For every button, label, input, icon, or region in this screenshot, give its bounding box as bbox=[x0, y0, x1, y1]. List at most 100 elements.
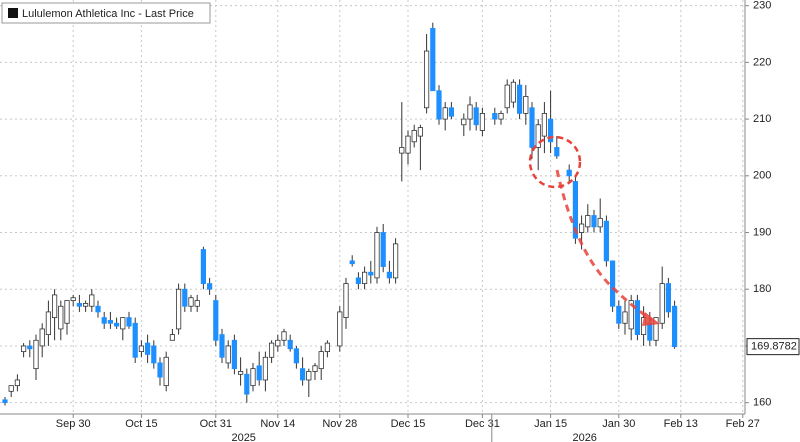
plot bbox=[0, 0, 745, 414]
candle-body bbox=[206, 283, 213, 290]
x-tick-label: Nov 14 bbox=[260, 418, 295, 430]
candle-body bbox=[628, 300, 634, 330]
candle-body bbox=[591, 215, 597, 228]
candle-body bbox=[20, 345, 27, 353]
annotation-arrowhead bbox=[642, 312, 660, 326]
candle-body bbox=[138, 345, 144, 353]
candle-body bbox=[392, 243, 399, 279]
candle-body bbox=[95, 305, 101, 313]
candle-body bbox=[548, 118, 554, 143]
candle-body bbox=[107, 320, 113, 324]
candle-body bbox=[616, 305, 622, 324]
candle-body bbox=[579, 223, 585, 233]
candle-body bbox=[355, 277, 362, 284]
candle-body bbox=[622, 311, 628, 324]
candle-body bbox=[64, 300, 70, 324]
candle-body bbox=[163, 356, 169, 387]
candle-body bbox=[430, 27, 436, 92]
candle-body bbox=[585, 215, 591, 228]
candle-body bbox=[262, 356, 269, 381]
chart-title: Lululemon Athletica Inc - Last Price bbox=[22, 8, 194, 20]
candle-body bbox=[647, 322, 653, 341]
candle-body bbox=[423, 50, 430, 109]
candle-body bbox=[244, 373, 250, 395]
candle-body bbox=[448, 107, 455, 117]
y-tick-label: 180 bbox=[753, 283, 771, 295]
candle-body bbox=[182, 288, 188, 307]
x-tick-label: Sep 30 bbox=[56, 418, 91, 430]
candle-body bbox=[52, 294, 58, 318]
candle-body bbox=[517, 84, 523, 114]
candle-body bbox=[504, 84, 510, 109]
candle-body bbox=[293, 348, 300, 364]
candle-body bbox=[45, 311, 52, 336]
y-tick-label: 200 bbox=[753, 170, 771, 182]
candle-body bbox=[169, 334, 175, 341]
year-label: 2026 bbox=[572, 432, 596, 442]
candle-body bbox=[312, 365, 318, 372]
candle-body bbox=[566, 169, 572, 177]
candle-body bbox=[380, 232, 386, 267]
candle-body bbox=[225, 345, 231, 364]
x-tick-label: Dec 31 bbox=[465, 418, 500, 430]
last-price-label: 169.8782 bbox=[751, 341, 797, 353]
candle-body bbox=[492, 113, 498, 120]
candle-body bbox=[268, 342, 275, 358]
candle-body bbox=[479, 113, 486, 131]
candle-body bbox=[101, 317, 107, 324]
candle-body bbox=[603, 220, 610, 262]
candle-body bbox=[256, 365, 262, 381]
candle-body bbox=[281, 331, 287, 341]
candle-body bbox=[554, 147, 560, 157]
candle-body bbox=[76, 303, 82, 307]
candle-body bbox=[641, 317, 647, 336]
candle-body bbox=[572, 181, 579, 239]
annotation bbox=[528, 135, 660, 326]
candle-body bbox=[535, 124, 541, 148]
candle-body bbox=[510, 81, 517, 103]
candle-body bbox=[194, 300, 200, 307]
candle-body bbox=[597, 217, 603, 228]
candle-body bbox=[442, 107, 448, 120]
candle-body bbox=[349, 260, 355, 265]
year-label: 2025 bbox=[231, 432, 255, 442]
candle-body bbox=[461, 118, 467, 126]
candle-body bbox=[151, 345, 157, 364]
x-tick-label: Jan 15 bbox=[534, 418, 567, 430]
y-tick-label: 220 bbox=[753, 56, 771, 68]
candle-body bbox=[188, 297, 194, 307]
candle-body bbox=[8, 385, 14, 392]
x-tick-label: Oct 15 bbox=[125, 418, 157, 430]
candle-body bbox=[361, 271, 368, 284]
candle-body bbox=[306, 371, 312, 381]
candle-body bbox=[39, 328, 45, 347]
candle-body bbox=[114, 322, 120, 327]
candle-body bbox=[436, 90, 442, 120]
candle-body bbox=[250, 368, 256, 387]
candle-body bbox=[120, 317, 126, 330]
candle-body bbox=[665, 283, 672, 313]
candle-body bbox=[653, 317, 659, 341]
candle-body bbox=[200, 249, 206, 284]
candle-body bbox=[523, 96, 529, 114]
candle-body bbox=[58, 305, 64, 330]
candle-body bbox=[498, 113, 504, 120]
legend-box bbox=[1, 2, 211, 24]
x-tick-label: Feb 27 bbox=[726, 418, 760, 430]
candle-body bbox=[672, 305, 678, 348]
candle-body bbox=[386, 271, 393, 279]
candle-body bbox=[89, 294, 95, 307]
x-tick-label: Dec 15 bbox=[391, 418, 426, 430]
candle-body bbox=[299, 368, 306, 381]
legend-swatch bbox=[8, 8, 18, 18]
candle-body bbox=[541, 113, 548, 137]
x-tick-label: Nov 28 bbox=[322, 418, 357, 430]
candle-body bbox=[157, 362, 163, 378]
candle-body bbox=[318, 351, 324, 370]
candle-body bbox=[411, 130, 417, 143]
candle-body bbox=[337, 311, 343, 347]
candle-body bbox=[287, 339, 293, 350]
candle-body bbox=[405, 135, 411, 154]
